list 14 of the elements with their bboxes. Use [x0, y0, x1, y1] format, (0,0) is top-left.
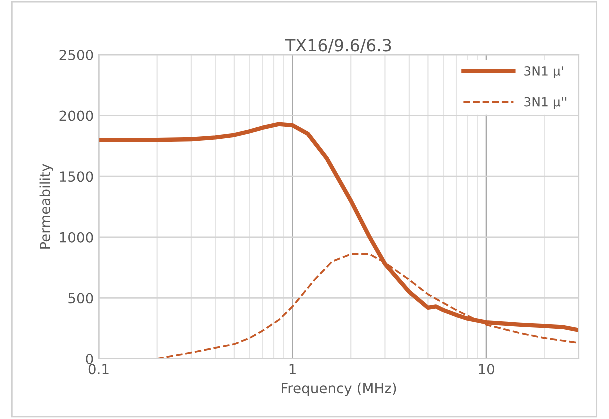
y-axis-title: Permeability [40, 164, 54, 249]
x-tick-label: 1 [290, 364, 296, 374]
legend-label: 3N1 μ' [524, 66, 564, 78]
y-tick-label: 2500 [60, 50, 94, 60]
legend-label: 3N1 μ'' [524, 97, 567, 110]
x-tick-label: 0.1 [88, 364, 109, 375]
x-tick-label: 10 [479, 364, 494, 375]
y-tick-label: 1000 [60, 232, 94, 243]
y-tick-label: 0 [86, 354, 94, 364]
chart-title: TX16/9.6/6.3 [285, 39, 392, 54]
x-axis-title: Frequency (MHz) [282, 382, 396, 396]
y-tick-label: 2000 [60, 110, 94, 122]
y-tick-label: 1500 [60, 172, 94, 182]
y-tick-label: 500 [68, 293, 94, 304]
